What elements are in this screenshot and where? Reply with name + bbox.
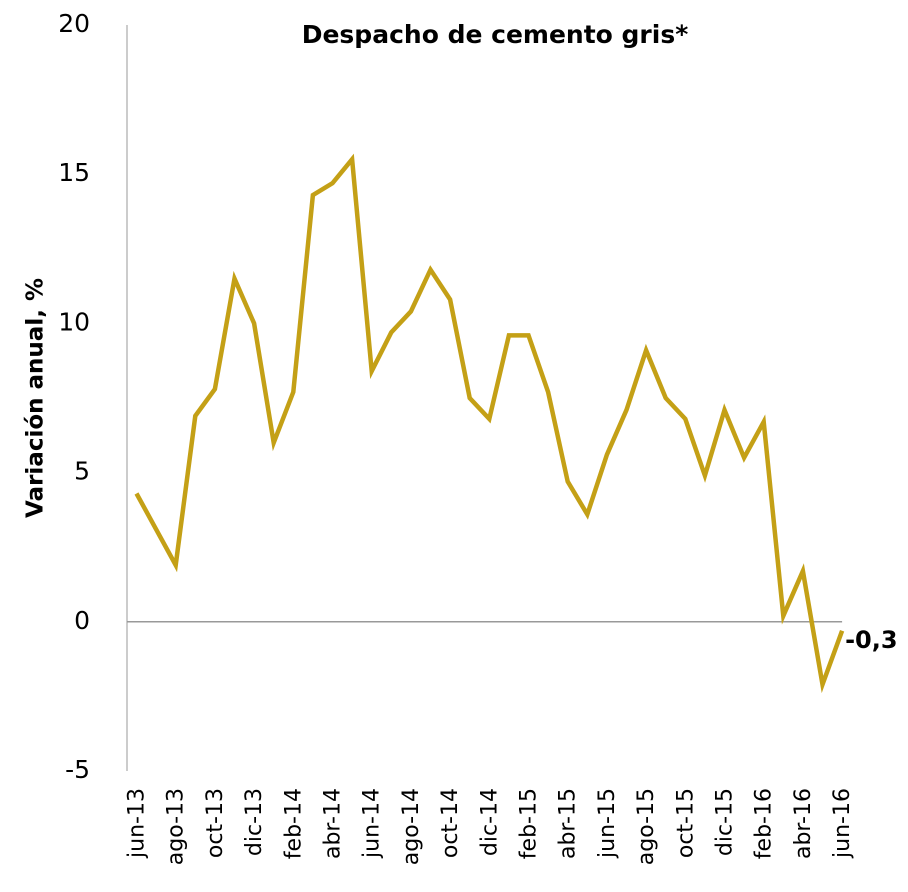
x-tick-label: oct-14 (438, 788, 463, 858)
x-tick-label: feb-15 (517, 788, 542, 859)
x-tick-label: dic-13 (242, 788, 267, 856)
y-tick-label: 5 (74, 457, 90, 486)
x-tick-label: abr-16 (791, 788, 816, 859)
x-tick-label: dic-15 (713, 788, 738, 856)
y-tick-label: 15 (58, 158, 90, 187)
x-tick-label: oct-13 (203, 788, 228, 858)
data-label: -0,3 (845, 626, 897, 654)
x-tick-label: abr-15 (556, 788, 581, 859)
y-tick-label: 0 (74, 606, 90, 635)
x-tick-label: jun-14 (360, 788, 385, 859)
x-tick-label: ago-13 (164, 788, 189, 865)
x-tick-label: dic-14 (477, 788, 502, 856)
data-line (134, 153, 845, 694)
x-tick-label: jun-13 (125, 788, 150, 859)
x-tick-label: jun-16 (830, 788, 855, 859)
x-tick-label: ago-15 (634, 788, 659, 865)
x-tick-label: ago-14 (399, 788, 424, 865)
y-tick-label: -5 (65, 755, 90, 784)
y-tick-label: 10 (58, 307, 90, 336)
x-tick-label: jun-15 (595, 788, 620, 859)
x-tick-label: oct-15 (673, 788, 698, 858)
y-tick-label: 20 (58, 9, 90, 38)
x-tick-label: feb-16 (752, 788, 777, 859)
x-tick-label: abr-14 (321, 788, 346, 859)
chart-title: Despacho de cemento gris* (302, 20, 689, 49)
y-axis-label: Variación anual, % (23, 278, 49, 518)
x-tick-label: feb-14 (281, 788, 306, 859)
